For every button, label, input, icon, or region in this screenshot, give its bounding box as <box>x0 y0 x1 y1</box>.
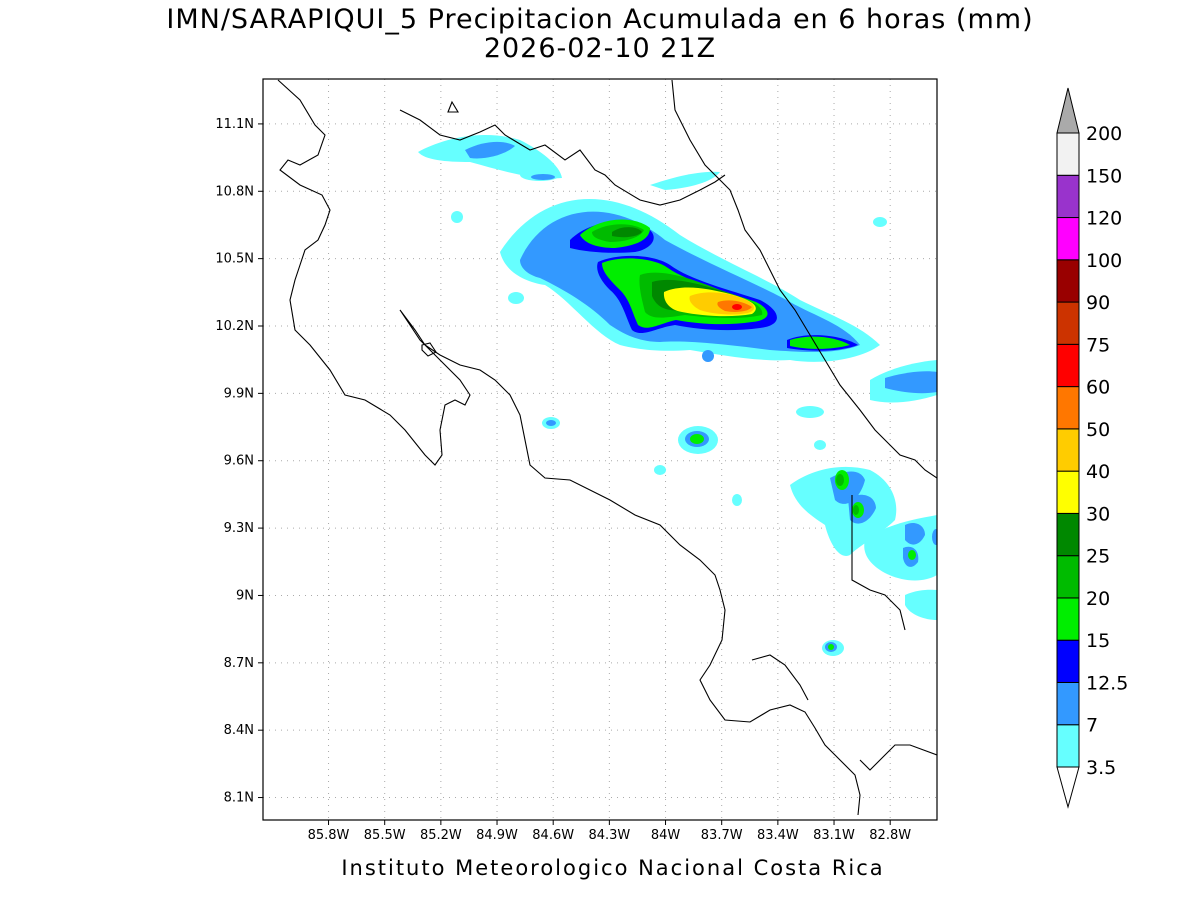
colorbar-swatch <box>1056 428 1080 472</box>
lat-tick-label: 11.1N <box>215 117 254 132</box>
precip-area-3.5mm <box>796 406 824 418</box>
axis-ticks: 85.8W 85.5W 85.2W 84.9W 84.6W 84.3W 84W 83.7W 83… <box>215 117 911 843</box>
colorbar-low-arrow <box>1056 766 1080 809</box>
precip-area-3.5mm <box>814 440 826 450</box>
precip-area-7mm <box>932 529 937 545</box>
lon-tick-label: 82.8W <box>869 828 911 843</box>
colorbar-label: 3.5 <box>1086 757 1116 779</box>
lat-tick-label: 9.3N <box>224 521 254 536</box>
colorbar-label: 150 <box>1086 165 1122 187</box>
colorbar-swatch <box>1056 470 1080 514</box>
lon-tick-label: 84.9W <box>476 828 518 843</box>
lat-tick-label: 9.6N <box>224 454 254 469</box>
lon-tick-label: 85.5W <box>364 828 406 843</box>
chart-subtitle-datetime: 2026-02-10 21Z <box>483 33 717 64</box>
burica-peninsula <box>859 744 937 771</box>
lon-tick-label: 83.7W <box>701 828 743 843</box>
precip-area-3.5mm <box>905 589 937 620</box>
lon-tick-label: 84.6W <box>532 828 574 843</box>
colorbar-label: 90 <box>1086 292 1110 314</box>
precip-area-15mm <box>690 434 704 444</box>
colorbar-label: 12.5 <box>1086 672 1128 694</box>
colorbar-swatch <box>1056 555 1080 599</box>
precip-area-7mm <box>885 371 937 394</box>
lon-tick-label: 85.2W <box>420 828 462 843</box>
precip-area-3.5mm <box>650 171 720 190</box>
precip-area-7mm <box>702 350 714 362</box>
chart-title: IMN/SARAPIQUI_5 Precipitacion Acumulada … <box>166 4 1034 35</box>
colorbar: 3.5 7 12.5 15 20 25 30 40 50 60 75 90 100 120 150 200 <box>1056 87 1128 809</box>
precip-area-60mm <box>732 304 742 310</box>
colorbar-swatch <box>1056 132 1080 176</box>
colorbar-swatch <box>1056 259 1080 303</box>
precip-area-15mm <box>828 644 834 650</box>
footer-credit: Instituto Meteorologico Nacional Costa R… <box>341 856 885 880</box>
colorbar-label: 120 <box>1086 208 1122 230</box>
precip-area-3.5mm <box>790 466 897 556</box>
colorbar-swatch <box>1056 681 1080 726</box>
colorbar-label: 20 <box>1086 588 1110 610</box>
precip-area-15mm <box>790 336 850 349</box>
colorbar-label: 60 <box>1086 377 1110 399</box>
panama-border <box>851 495 906 631</box>
colorbar-label: 7 <box>1086 715 1098 737</box>
colorbar-swatch <box>1056 597 1080 641</box>
precip-area-3.5mm <box>873 217 887 227</box>
lat-tick-label: 9.9N <box>224 386 254 401</box>
lon-tick-label: 85.8W <box>308 828 350 843</box>
precip-area-7mm <box>465 141 515 159</box>
colorbar-swatch <box>1056 174 1080 219</box>
colorbar-label: 100 <box>1086 250 1122 272</box>
caribbean-coastline <box>671 79 937 479</box>
lat-tick-label: 8.1N <box>224 791 254 806</box>
precip-area-7mm <box>905 523 925 545</box>
colorbar-label: 25 <box>1086 546 1110 568</box>
colorbar-swatch <box>1056 639 1080 683</box>
colorbar-swatch <box>1056 343 1080 388</box>
colorbar-swatch <box>1056 217 1080 261</box>
colorbar-label: 200 <box>1086 123 1122 145</box>
map-gridlines <box>263 79 937 820</box>
precip-area-20mm <box>836 474 844 486</box>
precip-area-15mm <box>908 550 916 560</box>
precip-area-3.5mm <box>508 292 524 304</box>
lat-tick-label: 8.4N <box>224 723 254 738</box>
lat-tick-label: 8.7N <box>224 656 254 671</box>
lat-tick-label: 9N <box>236 588 254 603</box>
colorbar-label: 50 <box>1086 419 1110 441</box>
lat-tick-label: 10.5N <box>215 252 254 267</box>
precip-area-7mm <box>546 420 556 426</box>
lon-tick-label: 84W <box>651 828 681 843</box>
lon-tick-label: 84.3W <box>588 828 630 843</box>
colorbar-label: 75 <box>1086 334 1110 356</box>
lat-tick-label: 10.2N <box>215 319 254 334</box>
colorbar-label: 40 <box>1086 461 1110 483</box>
colorbar-swatch <box>1056 386 1080 430</box>
lake-nicaragua-shore <box>447 100 459 113</box>
pacific-coastline-nicoya <box>277 79 861 816</box>
lon-tick-label: 83.1W <box>813 828 855 843</box>
colorbar-swatch <box>1056 724 1080 768</box>
pacific-coastline-osa <box>751 654 809 701</box>
precip-area-3.5mm <box>732 494 742 506</box>
precip-area-25mm <box>612 227 642 238</box>
precip-area-3.5mm <box>654 465 666 475</box>
colorbar-swatch <box>1056 512 1080 557</box>
precip-area-7mm <box>531 174 555 180</box>
precip-area-20mm <box>853 505 859 515</box>
coastlines <box>277 79 937 816</box>
lat-tick-label: 10.8N <box>215 184 254 199</box>
lon-tick-label: 83.4W <box>757 828 799 843</box>
nicoya-island <box>421 342 437 357</box>
colorbar-label: 15 <box>1086 630 1110 652</box>
precipitation-field <box>418 135 937 656</box>
map-frame <box>262 78 938 821</box>
colorbar-label: 30 <box>1086 503 1110 525</box>
nicaragua-border <box>399 109 726 206</box>
colorbar-high-arrow <box>1056 87 1080 134</box>
colorbar-swatch <box>1056 301 1080 345</box>
precip-area-3.5mm <box>451 211 463 223</box>
